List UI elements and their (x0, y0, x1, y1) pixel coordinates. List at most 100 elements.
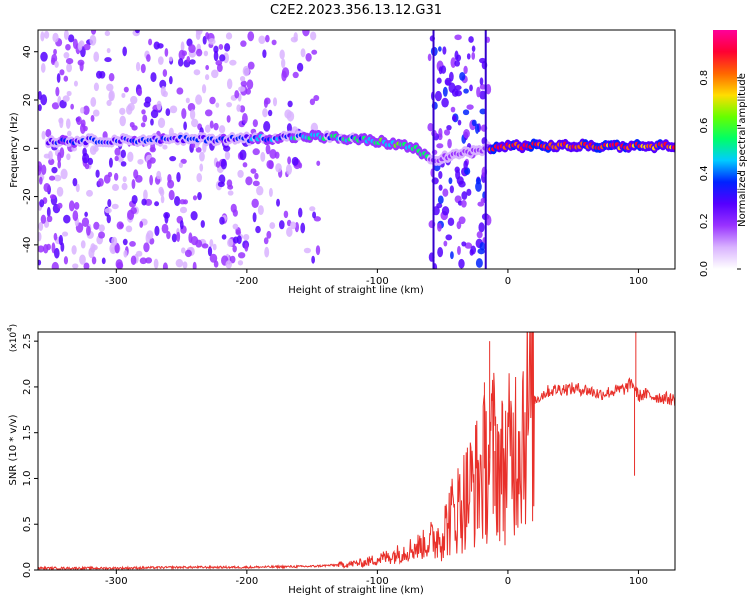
spectrogram-noise-cell (143, 242, 150, 253)
spectrogram-noise-cell (471, 45, 476, 52)
spectrogram-noise-cell (139, 221, 144, 228)
spectrogram-noise-cell (225, 260, 232, 269)
snr-multiplier-exponent: 4 (6, 327, 14, 332)
spectrogram-noise-cell (129, 240, 136, 247)
spectrogram-noise-cell (114, 242, 120, 254)
spectrogram-noise-cell (169, 105, 178, 114)
spectrogram-noise-cell (146, 54, 151, 62)
spectrogram-noise-cell (215, 102, 220, 108)
spectrogram-noise-cell (283, 210, 289, 219)
svg-text:(x104): (x104) (6, 324, 19, 352)
spectrogram-noise-cell (450, 57, 456, 69)
snr-y-label: SNR (10 * v/v) (8, 414, 19, 485)
spectrogram-noise-cell (166, 230, 171, 240)
spectrogram-noise-cell (45, 128, 52, 138)
spectrogram-noise-cell (263, 237, 269, 245)
spectrogram-noise-cell (442, 188, 449, 197)
spectrogram-noise-cell (104, 30, 111, 37)
spectrogram-noise-cell (427, 123, 434, 132)
spectrogram-noise-cell (51, 166, 58, 174)
spectrogram-noise-cell (49, 194, 56, 200)
spectrogram-noise-cell (157, 43, 164, 49)
spectrogram-noise-cell (262, 49, 267, 58)
snr-y-tick-label: 1.5 (22, 425, 33, 441)
spectrogram-noise-cell (229, 255, 236, 264)
spectrogram-noise-cell (190, 142, 196, 149)
spectrogram-noise-cell (176, 172, 181, 183)
spectrogram-noise-cell (436, 77, 442, 84)
spectrogram-noise-cell (476, 86, 481, 98)
spectrogram-noise-cell (92, 146, 99, 152)
spectrogram-noise-cell (466, 53, 471, 60)
spectrogram-noise-cell (120, 161, 127, 167)
spectrogram-noise-cell (83, 43, 91, 51)
spectrogram-y-tick-label: -40 (22, 237, 33, 253)
spectrogram-noise-cell (38, 232, 42, 242)
colorbar-tick-label: 0.2 (699, 213, 710, 229)
spectrogram-noise-cell (59, 99, 67, 109)
spectrogram-noise-cell (196, 172, 203, 183)
spectrogram-noise-cell (119, 115, 126, 127)
spectrogram-x-tick-label: -100 (366, 276, 389, 287)
spectrogram-noise-cell (38, 245, 45, 253)
spectrogram-noise-cell (145, 257, 153, 264)
spectrogram-noise-cell (437, 222, 442, 232)
spectrogram-noise-cell (229, 59, 237, 66)
spectrogram-noise-cell (98, 224, 105, 232)
spectrogram-noise-cell (72, 38, 78, 49)
spectrogram-noise-cell (485, 84, 492, 95)
snr-y-tick-label: 0.5 (22, 516, 33, 532)
snr-y-multiplier: (x104) (6, 324, 19, 352)
spectrogram-noise-cell (442, 86, 448, 97)
spectrogram-y-axis: -40 -20 0 20 40 (22, 45, 38, 253)
colorbar-tick-label: 0.0 (699, 261, 710, 277)
spectrogram-noise-cell (120, 149, 126, 159)
spectrogram-noise-cell (197, 192, 202, 201)
spectrogram-noise-cell (50, 57, 56, 66)
spectrogram-noise-cell (66, 153, 71, 161)
spectrogram-noise-cell (468, 36, 474, 43)
spectrogram-noise-cell (114, 147, 121, 156)
spectrogram-noise-cell (450, 251, 454, 260)
spectrogram-noise-cell (125, 225, 133, 233)
spectrogram-noise-cell (150, 118, 154, 126)
snr-multiplier-base: (x10 (9, 332, 19, 353)
spectrogram-noise-cell (48, 175, 56, 181)
spectrogram-noise-cell (103, 174, 111, 184)
spectrogram-noise-cell (106, 214, 111, 224)
colorbar-tick-label: 0.6 (699, 118, 710, 134)
spectrogram-noise-cell (463, 65, 468, 75)
colorbar-label: Normalized spectral amplitude (737, 73, 748, 227)
spectrogram-noise-cell (209, 120, 214, 129)
spectrogram-noise-cell (165, 108, 171, 117)
spectrogram-noise-cell (131, 178, 136, 190)
spectrogram-noise-cell (454, 166, 460, 174)
spectrogram-noise-cell (52, 32, 59, 43)
spectrogram-noise-cell (471, 119, 477, 127)
spectrogram-noise-cell (242, 162, 248, 168)
spectrogram-noise-cell (58, 234, 64, 246)
spectrogram-noise-cell (82, 105, 90, 116)
spectrogram-noise-cell (281, 70, 287, 82)
spectrogram-noise-cell (66, 90, 72, 97)
spectrogram-noise-cell (238, 86, 246, 92)
spectrogram-noise-cell (201, 84, 207, 94)
spectrogram-noise-cell (286, 123, 292, 133)
spectrogram-noise-cell (188, 44, 196, 54)
spectrogram-noise-cell (452, 115, 457, 122)
spectrogram-noise-cell (40, 63, 46, 73)
spectrogram-noise-cell (462, 109, 470, 116)
spectrogram-noise-cell (479, 108, 487, 115)
spectrogram-noise-cell (205, 32, 210, 40)
spectrogram-noise-cell (224, 151, 231, 160)
spectrogram-noise-cell (130, 255, 137, 266)
spectrogram-noise-cell (237, 252, 246, 259)
spectrogram-noise-cell (263, 98, 269, 108)
spectrogram-noise-cell (265, 144, 271, 155)
spectrogram-noise-cell (244, 242, 249, 252)
spectrogram-noise-cell (466, 188, 472, 196)
spectrogram-noise-cell (83, 125, 88, 132)
spectrogram-noise-cell (65, 118, 71, 129)
spectrogram-noise-cell (209, 239, 214, 247)
